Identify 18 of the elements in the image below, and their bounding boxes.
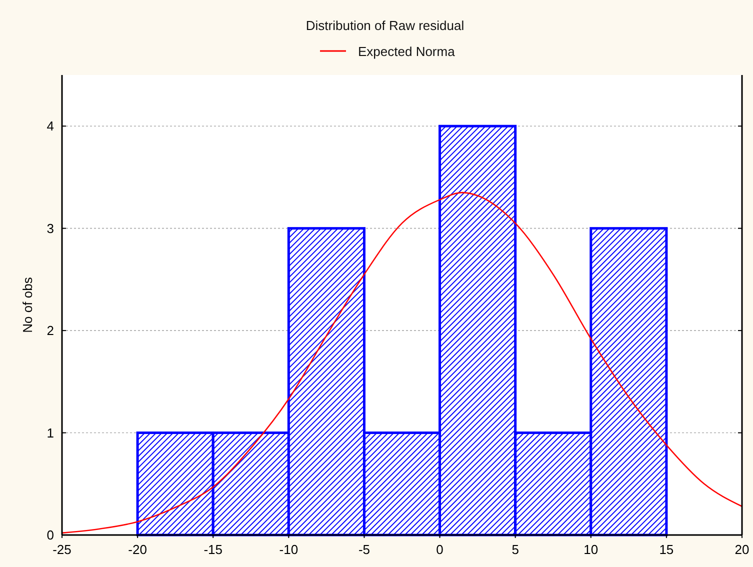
y-tick-label: 2: [46, 323, 54, 338]
legend-label: Expected Norma: [358, 44, 456, 59]
x-tick-label: -10: [279, 542, 298, 557]
y-axis-title: No of obs: [20, 276, 35, 333]
y-tick-label: 3: [46, 220, 54, 236]
x-tick-label: 10: [584, 542, 598, 557]
chart-title: Distribution of Raw residual: [306, 18, 464, 33]
x-tick-label: -15: [204, 542, 223, 557]
x-tick-label: -25: [52, 542, 72, 557]
y-tick-label: 0: [46, 528, 54, 542]
x-tick-label: 15: [659, 542, 674, 557]
y-tick-label: 4: [46, 118, 54, 134]
x-tick-label: -20: [128, 542, 147, 557]
x-tick-label: 5: [512, 542, 519, 557]
x-tick-label: 0: [436, 542, 444, 557]
y-tick-label: 1: [46, 425, 54, 440]
x-tick-label: -5: [358, 542, 370, 557]
x-tick-label: 20: [734, 542, 750, 557]
